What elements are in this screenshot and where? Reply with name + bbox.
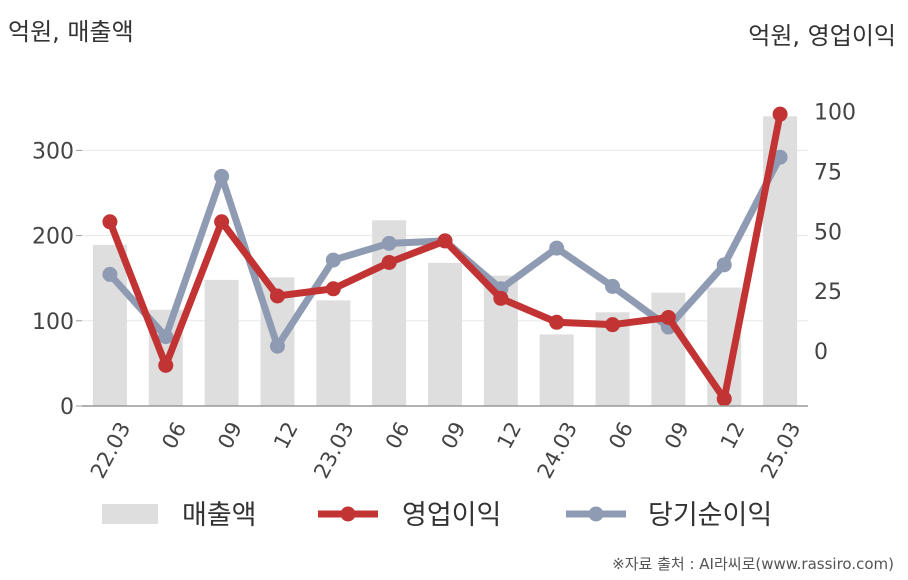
bar-sales [539, 334, 574, 406]
point-net-income [102, 266, 118, 282]
x-tick-label: 12 [716, 418, 750, 453]
point-operating-profit [660, 309, 676, 325]
bar-sales [316, 300, 351, 406]
point-net-income [325, 252, 341, 268]
x-tick-label: 06 [381, 418, 415, 453]
x-tick-label: 22.03 [86, 418, 135, 482]
point-net-income [214, 168, 230, 184]
line-series [102, 106, 788, 407]
right-tick-label: 50 [814, 220, 842, 245]
point-operating-profit [214, 214, 230, 230]
point-operating-profit [269, 288, 285, 304]
legend-label-sales: 매출액 [182, 500, 257, 531]
x-tick-label: 09 [660, 418, 694, 453]
right-axis-unit-label: 억원, 영업이익 [748, 22, 896, 50]
legend-swatch-sales [102, 504, 158, 524]
x-tick-label: 12 [269, 418, 303, 453]
bar-sales [372, 220, 407, 406]
x-tick-label: 09 [437, 418, 471, 453]
legend-label-operating-profit: 영업이익 [402, 500, 501, 531]
legend-label-net-income: 당기순이익 [648, 500, 772, 531]
point-net-income [549, 240, 565, 256]
source-note: ※자료 출처 : AI라씨로(www.rassiro.com) [612, 555, 894, 573]
point-operating-profit [102, 214, 118, 230]
left-tick-label: 0 [60, 395, 74, 420]
right-tick-label: 100 [814, 101, 856, 126]
point-operating-profit [325, 281, 341, 297]
point-net-income [381, 235, 397, 251]
legend-marker-net-income [588, 506, 604, 522]
right-tick-label: 0 [814, 340, 828, 365]
x-tick-label: 06 [157, 418, 191, 453]
point-operating-profit [493, 290, 509, 306]
x-tick-label: 23.03 [309, 418, 358, 482]
bar-sales [204, 279, 239, 406]
legend-marker-operating-profit [340, 506, 356, 522]
left-tick-label: 300 [32, 139, 74, 164]
point-operating-profit [716, 391, 732, 407]
point-net-income [158, 329, 174, 345]
point-operating-profit [437, 233, 453, 249]
bar-sales [428, 262, 462, 406]
x-tick-label: 12 [492, 418, 526, 453]
point-operating-profit [605, 317, 621, 333]
point-operating-profit [549, 314, 565, 330]
legend: 매출액 영업이익 당기순이익 [102, 500, 772, 531]
point-net-income [605, 278, 621, 294]
point-operating-profit [772, 106, 788, 122]
bar-series-sales [92, 116, 798, 407]
x-tick-label: 24.03 [533, 418, 582, 482]
x-tick-label: 06 [604, 418, 638, 453]
point-net-income [269, 338, 285, 354]
point-net-income [716, 257, 732, 273]
left-axis-unit-label: 억원, 매출액 [8, 18, 134, 46]
point-operating-profit [158, 357, 174, 373]
right-tick-label: 25 [814, 280, 842, 305]
right-tick-label: 75 [814, 161, 842, 186]
x-tick-label: 25.03 [756, 418, 805, 482]
left-tick-label: 200 [32, 225, 74, 250]
point-operating-profit [381, 254, 397, 270]
left-tick-label: 100 [32, 310, 74, 335]
x-tick-label: 09 [213, 418, 247, 453]
point-net-income [772, 149, 788, 165]
